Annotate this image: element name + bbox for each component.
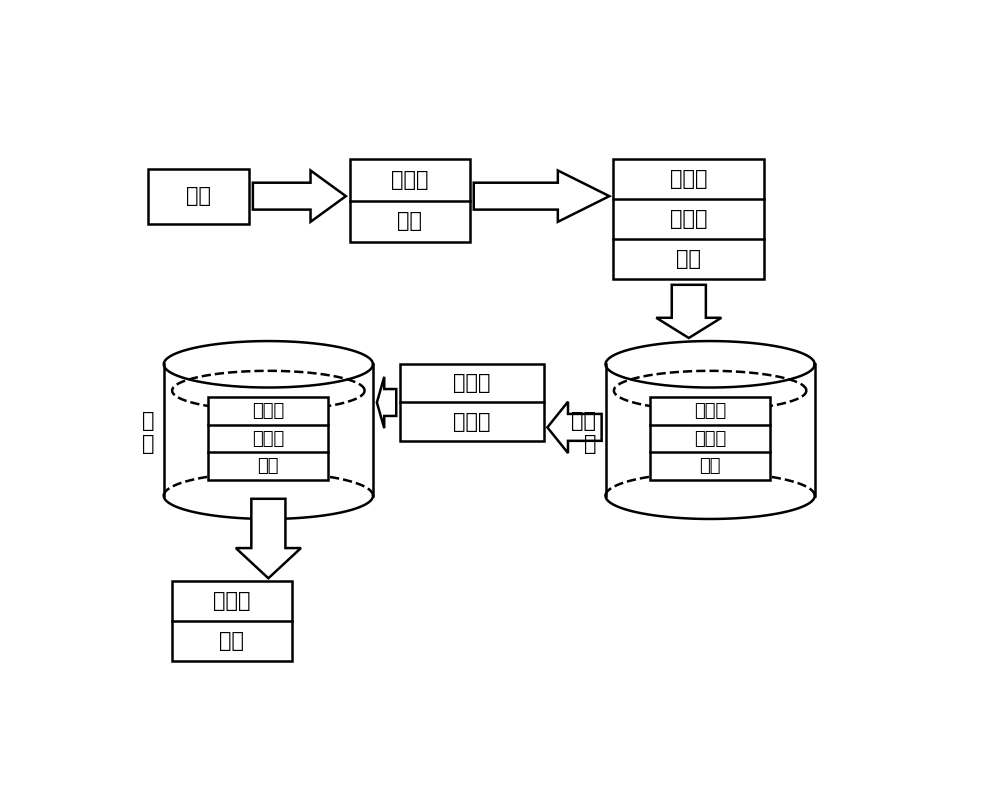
Bar bbox=[148, 168, 249, 224]
Bar bbox=[208, 398, 328, 480]
Text: 石墨烯: 石墨烯 bbox=[213, 592, 250, 611]
Polygon shape bbox=[236, 499, 301, 578]
Text: 石墨烯: 石墨烯 bbox=[670, 209, 708, 229]
Text: 丙
酮: 丙 酮 bbox=[142, 411, 154, 454]
Polygon shape bbox=[474, 171, 609, 222]
Polygon shape bbox=[547, 402, 602, 453]
Text: 光刻胶: 光刻胶 bbox=[694, 403, 726, 420]
Bar bbox=[172, 581, 292, 661]
Text: 腐蚀
液: 腐蚀 液 bbox=[571, 411, 596, 454]
Text: 铜箔: 铜箔 bbox=[676, 249, 701, 269]
Text: 铜箔: 铜箔 bbox=[397, 211, 422, 231]
Bar bbox=[613, 160, 764, 279]
Text: 衬底: 衬底 bbox=[219, 631, 244, 651]
Text: 衬底: 衬底 bbox=[258, 457, 279, 475]
Bar bbox=[400, 364, 544, 441]
Text: 光刻胶: 光刻胶 bbox=[670, 169, 708, 189]
Polygon shape bbox=[656, 285, 721, 338]
Text: 光刻胶: 光刻胶 bbox=[453, 373, 491, 393]
Bar bbox=[650, 398, 770, 480]
Text: 石墨烯: 石墨烯 bbox=[252, 430, 285, 448]
Text: 石墨烯: 石墨烯 bbox=[391, 170, 429, 190]
Polygon shape bbox=[377, 377, 396, 428]
Text: 铜箔: 铜箔 bbox=[699, 457, 721, 475]
Polygon shape bbox=[253, 171, 346, 222]
Text: 铜箔: 铜箔 bbox=[186, 186, 211, 206]
Text: 石墨烯: 石墨烯 bbox=[453, 411, 491, 432]
Text: 石墨烯: 石墨烯 bbox=[694, 430, 726, 448]
Text: 光刻胶: 光刻胶 bbox=[252, 403, 285, 420]
Bar bbox=[350, 160, 470, 242]
